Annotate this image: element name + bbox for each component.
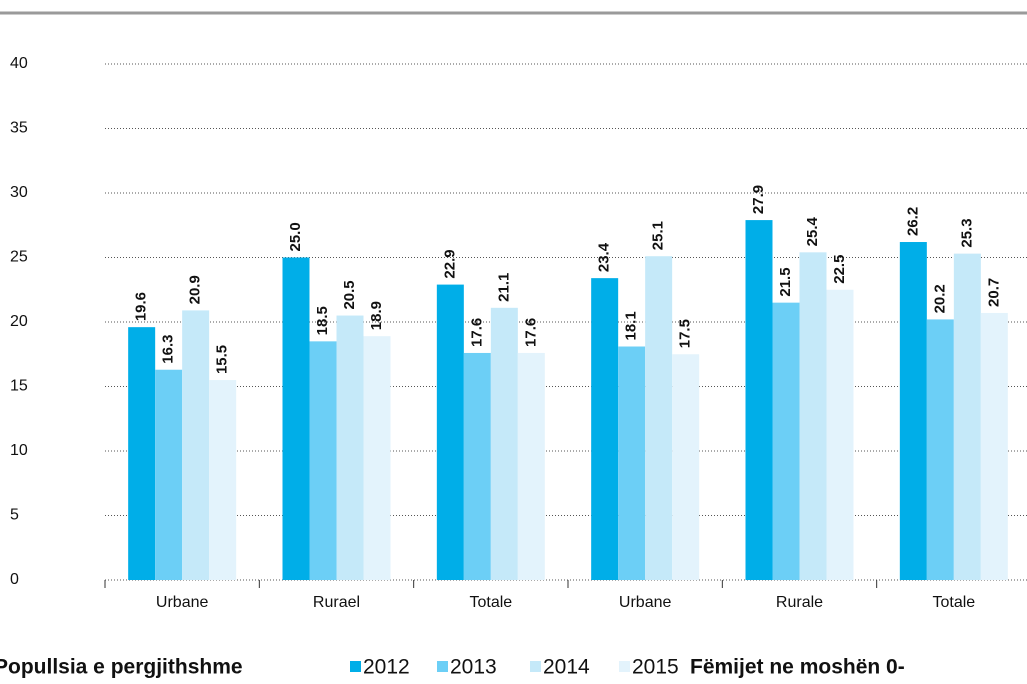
legend-swatch	[350, 661, 361, 672]
x-tick-label: Urbane	[619, 594, 672, 611]
y-tick-label: 0	[10, 571, 19, 588]
bar	[672, 354, 700, 580]
bar	[826, 289, 854, 580]
bar	[309, 341, 337, 580]
bar	[980, 312, 1008, 580]
value-label: 20.2	[931, 284, 948, 313]
value-label: 20.9	[187, 275, 204, 304]
bar	[490, 307, 518, 580]
bar	[463, 352, 491, 580]
bar	[618, 346, 646, 580]
bar	[953, 253, 981, 580]
legend-label: 2015	[632, 656, 679, 679]
y-tick-label: 20	[10, 313, 28, 330]
legend-group: Popullsia e pergjithshme	[0, 656, 243, 679]
value-label: 17.6	[522, 318, 539, 347]
bar	[128, 327, 156, 580]
y-tick-label: 35	[10, 120, 28, 137]
value-label: 25.1	[650, 221, 667, 250]
value-label: 17.6	[468, 318, 485, 347]
x-tick-label: Totale	[932, 594, 975, 611]
legend-label: 2014	[543, 656, 590, 679]
legend-swatch	[530, 661, 541, 672]
bar	[182, 310, 210, 580]
bar	[209, 380, 237, 580]
y-tick-label: 30	[10, 184, 28, 201]
value-label: 18.1	[623, 311, 640, 340]
legend-label: 2013	[450, 656, 497, 679]
value-label: 16.3	[160, 335, 177, 364]
legend-label: 2012	[363, 656, 410, 679]
legend-group: Fëmijet ne moshën 0-	[690, 656, 905, 679]
value-label: 22.9	[441, 249, 458, 278]
bar	[645, 256, 673, 580]
bar	[363, 336, 391, 580]
bar	[899, 242, 927, 580]
value-label: 23.4	[596, 242, 613, 272]
value-label: 18.5	[314, 306, 331, 335]
bar	[745, 220, 773, 580]
value-label: 27.9	[750, 185, 767, 214]
x-tick-label: Totale	[469, 594, 512, 611]
x-tick-label: Urbane	[156, 594, 209, 611]
value-label: 21.5	[777, 267, 794, 296]
y-tick-label: 5	[10, 507, 19, 524]
value-label: 18.9	[368, 301, 385, 330]
value-label: 26.2	[904, 207, 921, 236]
value-label: 22.5	[831, 255, 848, 284]
y-tick-label: 25	[10, 249, 28, 266]
value-label: 25.0	[287, 222, 304, 251]
bar	[517, 352, 545, 580]
value-label: 25.3	[958, 218, 975, 247]
bar	[282, 257, 310, 580]
y-tick-label: 15	[10, 378, 28, 395]
value-label: 25.4	[804, 216, 821, 246]
bar	[799, 252, 827, 580]
value-label: 21.1	[495, 273, 512, 302]
bar	[926, 319, 954, 580]
legend-swatch	[619, 661, 630, 672]
bar	[591, 278, 619, 580]
value-label: 19.6	[133, 292, 150, 321]
value-label: 17.5	[677, 319, 694, 348]
value-label: 20.7	[985, 278, 1002, 307]
bar	[772, 302, 800, 580]
bar	[436, 284, 464, 580]
bar	[336, 315, 364, 580]
value-label: 15.5	[214, 345, 231, 374]
x-tick-label: Rurael	[313, 594, 360, 611]
legend-swatch	[437, 661, 448, 672]
y-tick-label: 40	[10, 55, 28, 72]
bar	[155, 369, 183, 580]
y-tick-label: 10	[10, 442, 28, 459]
x-tick-label: Rurale	[776, 594, 823, 611]
value-label: 20.5	[341, 280, 358, 309]
